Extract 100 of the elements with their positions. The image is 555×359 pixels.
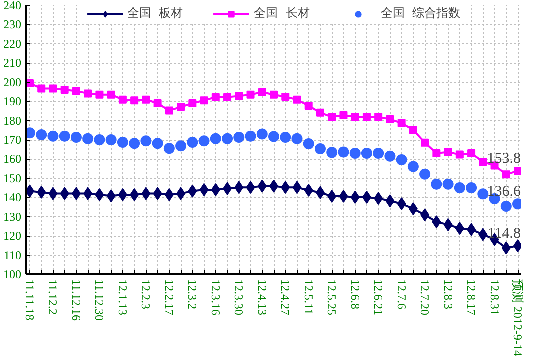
x-tick-label: 11.12.30 xyxy=(92,280,107,322)
point xyxy=(292,133,303,144)
x-tick-label: 11.12.16 xyxy=(69,280,84,322)
x-tick-label: 12.4.27 xyxy=(278,280,293,316)
point xyxy=(198,136,210,147)
point xyxy=(234,132,245,143)
x-tick-label: 12.5.11 xyxy=(302,280,316,316)
point xyxy=(212,93,220,102)
point xyxy=(408,161,419,172)
point xyxy=(70,132,82,143)
y-tick-label: 110 xyxy=(4,248,22,262)
point xyxy=(200,183,209,196)
y-tick-label: 120 xyxy=(4,229,22,244)
x-tick-label: 12.7.20 xyxy=(418,280,432,316)
point xyxy=(245,130,256,142)
point xyxy=(444,148,452,156)
annotation: 153.8 xyxy=(487,151,522,168)
point xyxy=(246,181,256,194)
point xyxy=(386,194,395,208)
point xyxy=(118,188,128,202)
x-tick-label: 12.3.16 xyxy=(208,280,223,316)
point xyxy=(316,186,325,200)
point xyxy=(362,113,371,122)
x-tick-label: 11.11.18 xyxy=(22,280,37,321)
x-tick-label: 12.3.2 xyxy=(186,280,200,310)
x-tick-label: 12.8.17 xyxy=(464,280,479,316)
point xyxy=(303,138,314,150)
point xyxy=(224,93,232,102)
point xyxy=(500,200,512,212)
point xyxy=(95,188,104,202)
x-tick-label: 12.6.21 xyxy=(372,280,386,316)
point xyxy=(361,148,372,159)
y-tick-label: 240 xyxy=(4,0,22,12)
point xyxy=(444,218,453,232)
annotation: 136.6 xyxy=(487,184,522,200)
point xyxy=(164,188,174,202)
point xyxy=(328,113,336,122)
y-tick-label: 160 xyxy=(4,152,22,166)
point xyxy=(351,113,360,122)
point xyxy=(176,187,186,200)
point xyxy=(36,130,48,140)
y-tick-label: 200 xyxy=(4,75,22,90)
point xyxy=(177,103,186,112)
point xyxy=(84,90,92,98)
point xyxy=(258,180,267,193)
x-tick-label: 12.6.8 xyxy=(348,280,362,310)
x-tick-label: 12.4.13 xyxy=(255,280,270,316)
point xyxy=(281,181,290,194)
point xyxy=(408,202,418,216)
point xyxy=(164,143,175,154)
point xyxy=(142,96,150,104)
point xyxy=(187,137,198,148)
point xyxy=(282,92,290,101)
point xyxy=(420,208,430,222)
point xyxy=(256,128,268,140)
y-tick-label: 130 xyxy=(4,210,22,224)
x-tick-label: 12.1.13 xyxy=(116,280,130,316)
point xyxy=(140,136,152,147)
point xyxy=(118,96,127,104)
point xyxy=(176,140,187,152)
annotation: 114.8 xyxy=(488,226,522,242)
point xyxy=(502,242,511,255)
y-tick-label: 220 xyxy=(4,36,22,51)
point xyxy=(502,170,510,179)
point xyxy=(235,92,244,100)
point xyxy=(468,149,476,158)
point xyxy=(293,96,302,104)
point xyxy=(304,184,314,198)
point xyxy=(326,147,338,158)
point xyxy=(258,88,266,96)
point xyxy=(384,150,396,162)
point xyxy=(82,133,94,144)
point xyxy=(246,90,255,99)
legend-label: 全国 长材 xyxy=(254,5,310,22)
x-tick-label: 预测 2012-9-14 xyxy=(511,280,526,356)
point xyxy=(130,96,139,105)
point xyxy=(280,132,292,143)
point xyxy=(117,137,128,148)
point xyxy=(421,138,430,147)
point xyxy=(432,216,442,229)
x-tick-label: 12.2.3 xyxy=(139,280,154,310)
point xyxy=(409,126,418,134)
point xyxy=(107,90,116,99)
point xyxy=(106,134,117,146)
point xyxy=(96,90,104,99)
point xyxy=(129,138,140,150)
point xyxy=(374,192,384,206)
y-tick-label: 190 xyxy=(4,94,22,109)
point xyxy=(48,187,58,200)
y-tick-label: 180 xyxy=(4,114,22,128)
point xyxy=(234,181,244,194)
point xyxy=(340,111,348,120)
legend-label: 全国 综合指数 xyxy=(380,5,460,22)
point xyxy=(373,148,384,159)
point xyxy=(48,130,59,142)
point xyxy=(142,187,151,200)
point xyxy=(270,90,278,99)
point xyxy=(374,113,383,122)
point xyxy=(223,182,232,196)
point xyxy=(420,168,431,180)
